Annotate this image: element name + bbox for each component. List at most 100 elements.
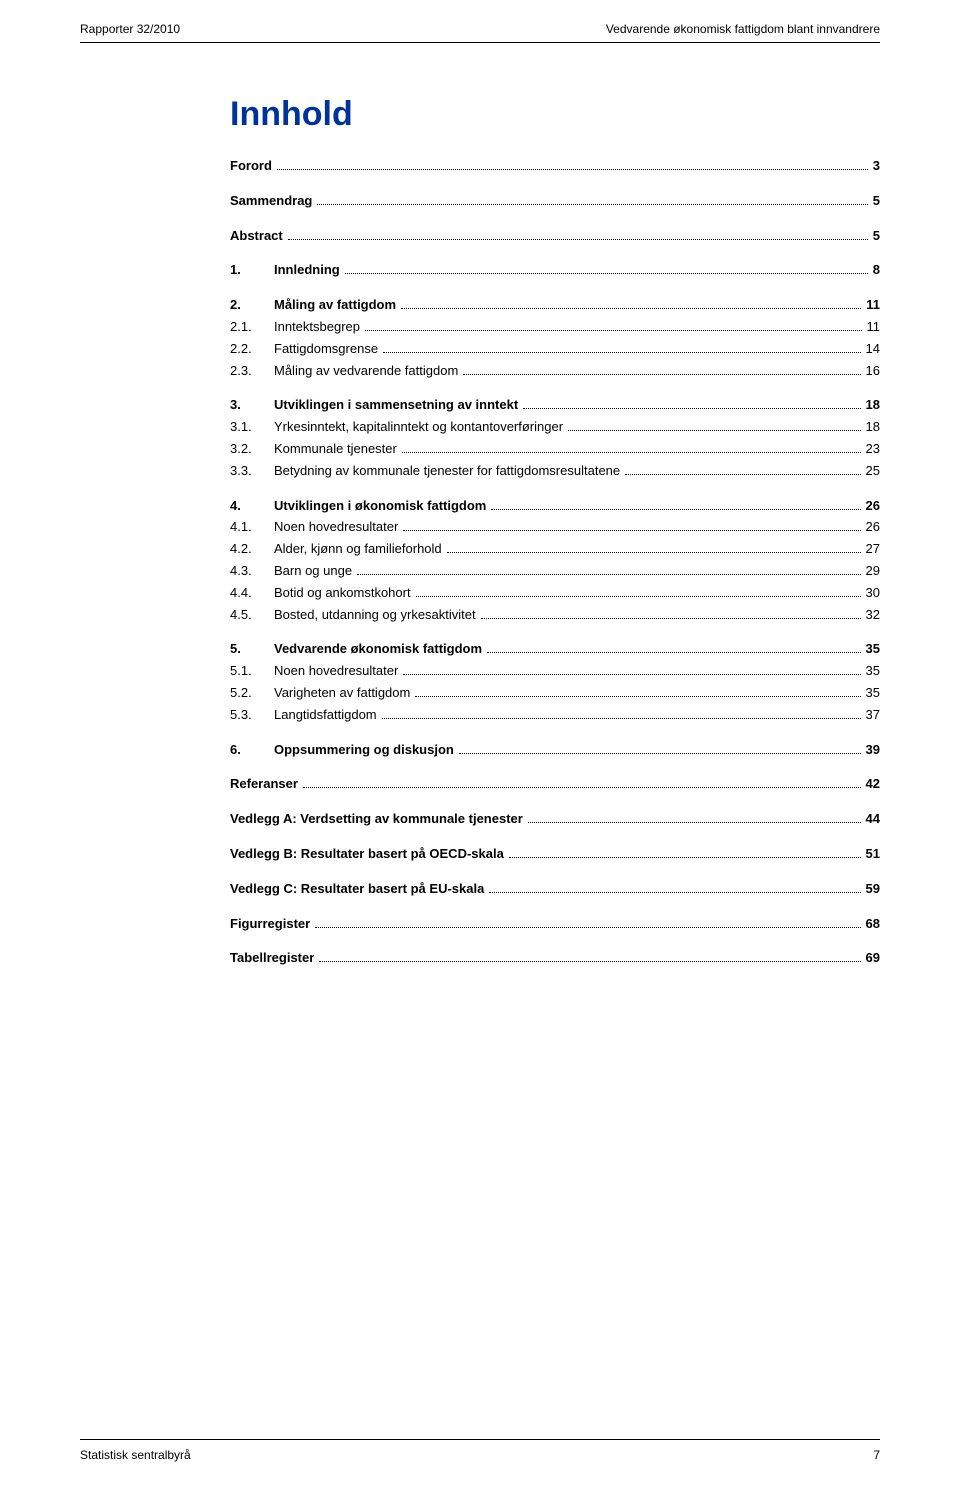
toc-leader-dots — [509, 846, 861, 858]
toc-number: 3. — [230, 395, 274, 416]
toc-leader-dots — [403, 663, 860, 675]
toc-page: 11 — [865, 317, 881, 338]
toc-page: 30 — [864, 583, 880, 604]
toc-number: 4. — [230, 496, 274, 517]
toc-leader-dots — [415, 685, 860, 697]
toc-label: Måling av vedvarende fattigdom — [274, 361, 460, 382]
toc-leader-dots — [383, 341, 860, 353]
toc-leader-dots — [447, 541, 861, 553]
toc-page: 25 — [864, 461, 880, 482]
toc-leader-dots — [568, 419, 860, 431]
toc-entry: Vedlegg B: Resultater basert på OECD-ska… — [230, 844, 880, 865]
toc-page: 26 — [864, 496, 880, 517]
toc-label: Figurregister — [230, 914, 312, 935]
toc-entry: 2.1.Inntektsbegrep 11 — [230, 317, 880, 338]
toc-leader-dots — [463, 363, 860, 375]
toc-label: Referanser — [230, 774, 300, 795]
toc-entry: 5.Vedvarende økonomisk fattigdom 35 — [230, 639, 880, 660]
toc-number: 2.1. — [230, 317, 274, 338]
toc-label: Utviklingen i sammensetning av inntekt — [274, 395, 520, 416]
page-title: Innhold — [230, 95, 880, 134]
toc-leader-dots — [401, 298, 861, 310]
toc-entry: 5.2.Varigheten av fattigdom35 — [230, 683, 880, 704]
toc-page: 18 — [864, 417, 880, 438]
toc-label: Noen hovedresultater — [274, 661, 400, 682]
toc-leader-dots — [481, 607, 861, 619]
toc-entry: 2.3.Måling av vedvarende fattigdom 16 — [230, 361, 880, 382]
toc-leader-dots — [523, 398, 860, 410]
toc-leader-dots — [489, 881, 860, 893]
toc-leader-dots — [491, 498, 860, 510]
toc-label: Utviklingen i økonomisk fattigdom — [274, 496, 488, 517]
toc-entry: 4.1.Noen hovedresultater26 — [230, 517, 880, 538]
toc-number: 2.3. — [230, 361, 274, 382]
toc-number: 4.2. — [230, 539, 274, 560]
toc-leader-dots — [277, 158, 868, 170]
toc-leader-dots — [319, 951, 860, 963]
toc-leader-dots — [625, 463, 860, 475]
toc-entry: Vedlegg C: Resultater basert på EU-skala… — [230, 879, 880, 900]
toc-page: 11 — [864, 295, 880, 316]
toc-entry: 3.3.Betydning av kommunale tjenester for… — [230, 461, 880, 482]
toc-number: 5.3. — [230, 705, 274, 726]
toc-number: 4.5. — [230, 605, 274, 626]
toc-label: Forord — [230, 156, 274, 177]
toc-entry: 4.4.Botid og ankomstkohort30 — [230, 583, 880, 604]
table-of-contents: Forord3 Sammendrag5 Abstract 5 1.Innledning 8… — [230, 156, 880, 969]
toc-entry: 4.3.Barn og unge29 — [230, 561, 880, 582]
toc-label: Vedvarende økonomisk fattigdom — [274, 639, 484, 660]
toc-label: Innledning — [274, 260, 342, 281]
toc-entry: Figurregister 68 — [230, 914, 880, 935]
toc-number: 4.4. — [230, 583, 274, 604]
toc-leader-dots — [528, 811, 861, 823]
toc-entry: 4.2.Alder, kjønn og familieforhold 27 — [230, 539, 880, 560]
toc-label: Oppsummering og diskusjon — [274, 740, 456, 761]
header-rule — [80, 42, 880, 43]
toc-number: 3.1. — [230, 417, 274, 438]
toc-page: 35 — [864, 661, 880, 682]
toc-entry: Sammendrag5 — [230, 191, 880, 212]
toc-entry: 2.Måling av fattigdom11 — [230, 295, 880, 316]
toc-entry: 6.Oppsummering og diskusjon39 — [230, 740, 880, 761]
toc-entry: Vedlegg A: Verdsetting av kommunale tjen… — [230, 809, 880, 830]
toc-label: Tabellregister — [230, 948, 316, 969]
toc-number: 3.2. — [230, 439, 274, 460]
toc-label: Abstract — [230, 226, 285, 247]
toc-page: 8 — [871, 260, 880, 281]
toc-leader-dots — [317, 193, 867, 205]
toc-page: 16 — [864, 361, 880, 382]
toc-number: 5. — [230, 639, 274, 660]
toc-page: 44 — [864, 809, 880, 830]
toc-page: 59 — [864, 879, 880, 900]
toc-entry: 4.5.Bosted, utdanning og yrkesaktivitet3… — [230, 605, 880, 626]
toc-page: 68 — [864, 914, 880, 935]
toc-label: Bosted, utdanning og yrkesaktivitet — [274, 605, 478, 626]
toc-leader-dots — [345, 263, 868, 275]
toc-entry: 2.2.Fattigdomsgrense14 — [230, 339, 880, 360]
footer-rule — [80, 1439, 880, 1440]
toc-page: 35 — [864, 639, 880, 660]
footer-page-number: 7 — [873, 1448, 880, 1462]
toc-label: Sammendrag — [230, 191, 314, 212]
toc-leader-dots — [365, 319, 861, 331]
toc-label: Kommunale tjenester — [274, 439, 399, 460]
toc-leader-dots — [402, 441, 861, 453]
toc-label: Alder, kjønn og familieforhold — [274, 539, 444, 560]
toc-number: 6. — [230, 740, 274, 761]
toc-entry: Forord3 — [230, 156, 880, 177]
toc-page: 27 — [864, 539, 880, 560]
toc-entry: 5.3.Langtidsfattigdom 37 — [230, 705, 880, 726]
header-right: Vedvarende økonomisk fattigdom blant inn… — [606, 22, 880, 36]
toc-label: Vedlegg B: Resultater basert på OECD-ska… — [230, 844, 506, 865]
toc-leader-dots — [382, 707, 861, 719]
toc-label: Inntektsbegrep — [274, 317, 362, 338]
toc-number: 4.3. — [230, 561, 274, 582]
toc-page: 18 — [864, 395, 880, 416]
toc-page: 5 — [871, 226, 880, 247]
toc-entry: Referanser42 — [230, 774, 880, 795]
toc-label: Langtidsfattigdom — [274, 705, 379, 726]
toc-page: 35 — [864, 683, 880, 704]
toc-page: 37 — [864, 705, 880, 726]
toc-label: Varigheten av fattigdom — [274, 683, 412, 704]
toc-number: 1. — [230, 260, 274, 281]
